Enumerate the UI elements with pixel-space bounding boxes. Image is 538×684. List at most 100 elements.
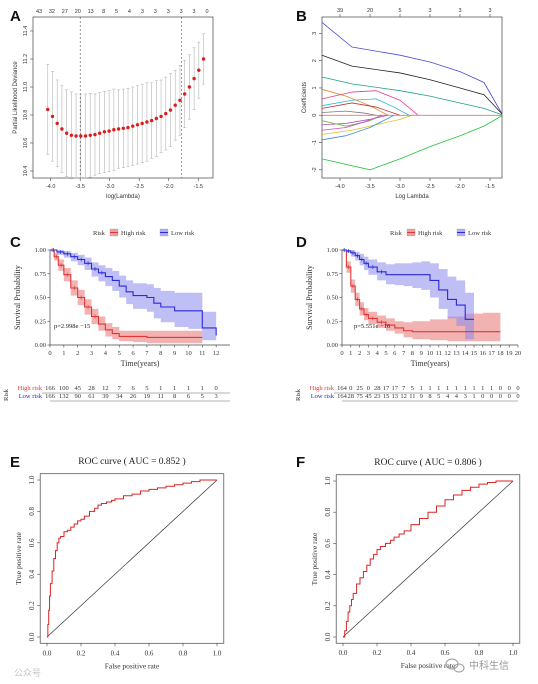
- x-axis-label: False positive rate: [401, 661, 456, 670]
- y-tick-label: 0.8: [28, 507, 36, 516]
- y-tick-label: 0.6: [324, 539, 332, 548]
- data-point: [135, 123, 140, 127]
- top-label: 3: [180, 9, 183, 15]
- risk-count: 90: [74, 393, 81, 400]
- data-point: [121, 126, 125, 130]
- risk-count: 12: [400, 393, 407, 400]
- x-axis-label: Time(years): [121, 359, 160, 368]
- x-tick-label: 2: [358, 350, 361, 357]
- data-point: [164, 111, 168, 116]
- roc-title: ROC curve ( AUC = 0.852 ): [78, 456, 185, 467]
- risk-count: 164: [337, 385, 348, 392]
- top-label: 3: [428, 8, 431, 14]
- risk-count: 9: [420, 393, 423, 400]
- data-point: [126, 125, 130, 130]
- top-label: 32: [49, 9, 55, 15]
- panel-label-e: E: [10, 454, 20, 471]
- top-label: 27: [62, 9, 68, 15]
- x-tick-label: 4: [104, 350, 108, 357]
- legend-title: Risk: [93, 230, 106, 237]
- x-tick-label: 16: [480, 350, 487, 357]
- risk-count: 1: [464, 385, 467, 392]
- y-tick-label: 0.50: [35, 295, 46, 302]
- coefficient-path: [321, 76, 503, 116]
- coefficient-path: [321, 54, 503, 115]
- data-point: [154, 116, 159, 121]
- y-tick-label: 0.0: [324, 632, 332, 641]
- risk-row-label: High risk: [18, 385, 43, 392]
- data-point: [46, 107, 50, 112]
- data-point: [50, 114, 55, 119]
- y-tick-label: 1.00: [327, 247, 338, 254]
- coefficient-path: [321, 114, 389, 126]
- data-point: [102, 130, 107, 134]
- top-label: 3: [488, 8, 491, 14]
- legend-title: Risk: [390, 230, 403, 237]
- coefficient-path: [321, 110, 377, 116]
- x-tick-label: 3: [90, 350, 93, 357]
- top-label: 20: [75, 9, 81, 15]
- top-label: 39: [337, 8, 343, 14]
- risk-count: 75: [356, 393, 363, 400]
- risk-count: 0: [508, 385, 511, 392]
- x-tick-label: 1: [349, 350, 352, 357]
- confidence-band: [342, 250, 474, 340]
- y-tick-label: 0.75: [35, 271, 46, 278]
- risk-count: 132: [59, 393, 69, 400]
- panel-f-roc-curve: ROC curve ( AUC = 0.806 ) 0.0 0.2 0.4 0.6 0.8…: [310, 457, 521, 670]
- coefficient-path: [321, 114, 413, 135]
- x-tick-label: 7: [402, 350, 406, 357]
- x-tick-label: -2.0: [164, 184, 173, 190]
- confidence-band: [50, 250, 217, 345]
- risk-count: 3: [464, 393, 467, 400]
- p-value: p=2.998e −15: [54, 323, 90, 330]
- data-point: [79, 134, 83, 138]
- x-tick-label: 0.4: [407, 649, 416, 657]
- x-tick-label: 14: [462, 350, 469, 357]
- x-tick-label: 17: [488, 350, 495, 357]
- y-tick-label: 10.6: [23, 138, 29, 149]
- y-tick-label: 3: [312, 32, 318, 35]
- x-tick-label: 5: [384, 350, 387, 357]
- coefficient-path: [321, 114, 383, 131]
- y-tick-label: 0.50: [327, 295, 338, 302]
- risk-count: 5: [411, 385, 414, 392]
- top-label: 3: [193, 9, 196, 15]
- roc-curve: [343, 480, 513, 638]
- x-tick-label: 0.8: [179, 649, 188, 657]
- x-axis-label: Log Lambda: [395, 194, 429, 200]
- data-point: [97, 131, 102, 135]
- top-label: 0: [205, 9, 208, 15]
- x-tick-label: -3.5: [75, 184, 84, 190]
- top-label: 3: [167, 9, 170, 15]
- x-tick-label: 1.0: [509, 649, 518, 657]
- x-axis-label: False positive rate: [105, 661, 160, 670]
- top-label: 5: [115, 9, 118, 15]
- risk-count: 17: [392, 385, 399, 392]
- p-value: p=5.551e −16: [354, 323, 391, 330]
- risk-count: 12: [102, 385, 109, 392]
- risk-count: 23: [374, 393, 381, 400]
- wechat-icon: [445, 658, 465, 673]
- survival-curve: [342, 249, 474, 320]
- risk-count: 8: [173, 393, 176, 400]
- data-point: [64, 131, 69, 135]
- risk-count: 1: [428, 385, 431, 392]
- x-tick-label: 13: [453, 350, 460, 357]
- coefficient-path: [321, 115, 503, 171]
- y-tick-label: 0.00: [327, 342, 338, 349]
- data-point: [131, 124, 135, 128]
- x-tick-label: 19: [506, 350, 513, 357]
- roc-title: ROC curve ( AUC = 0.806 ): [374, 457, 481, 468]
- x-axis-label: log(Lambda): [106, 194, 140, 200]
- risk-count: 1: [159, 385, 162, 392]
- risk-count: 6: [131, 385, 135, 392]
- data-point: [83, 134, 88, 138]
- legend-entry: Low risk: [171, 230, 195, 237]
- x-tick-label: 5: [118, 350, 121, 357]
- risk-count: 1: [420, 385, 423, 392]
- coefficient-path: [321, 22, 503, 115]
- x-tick-label: 9: [173, 350, 176, 357]
- legend-entry: High risk: [121, 230, 146, 237]
